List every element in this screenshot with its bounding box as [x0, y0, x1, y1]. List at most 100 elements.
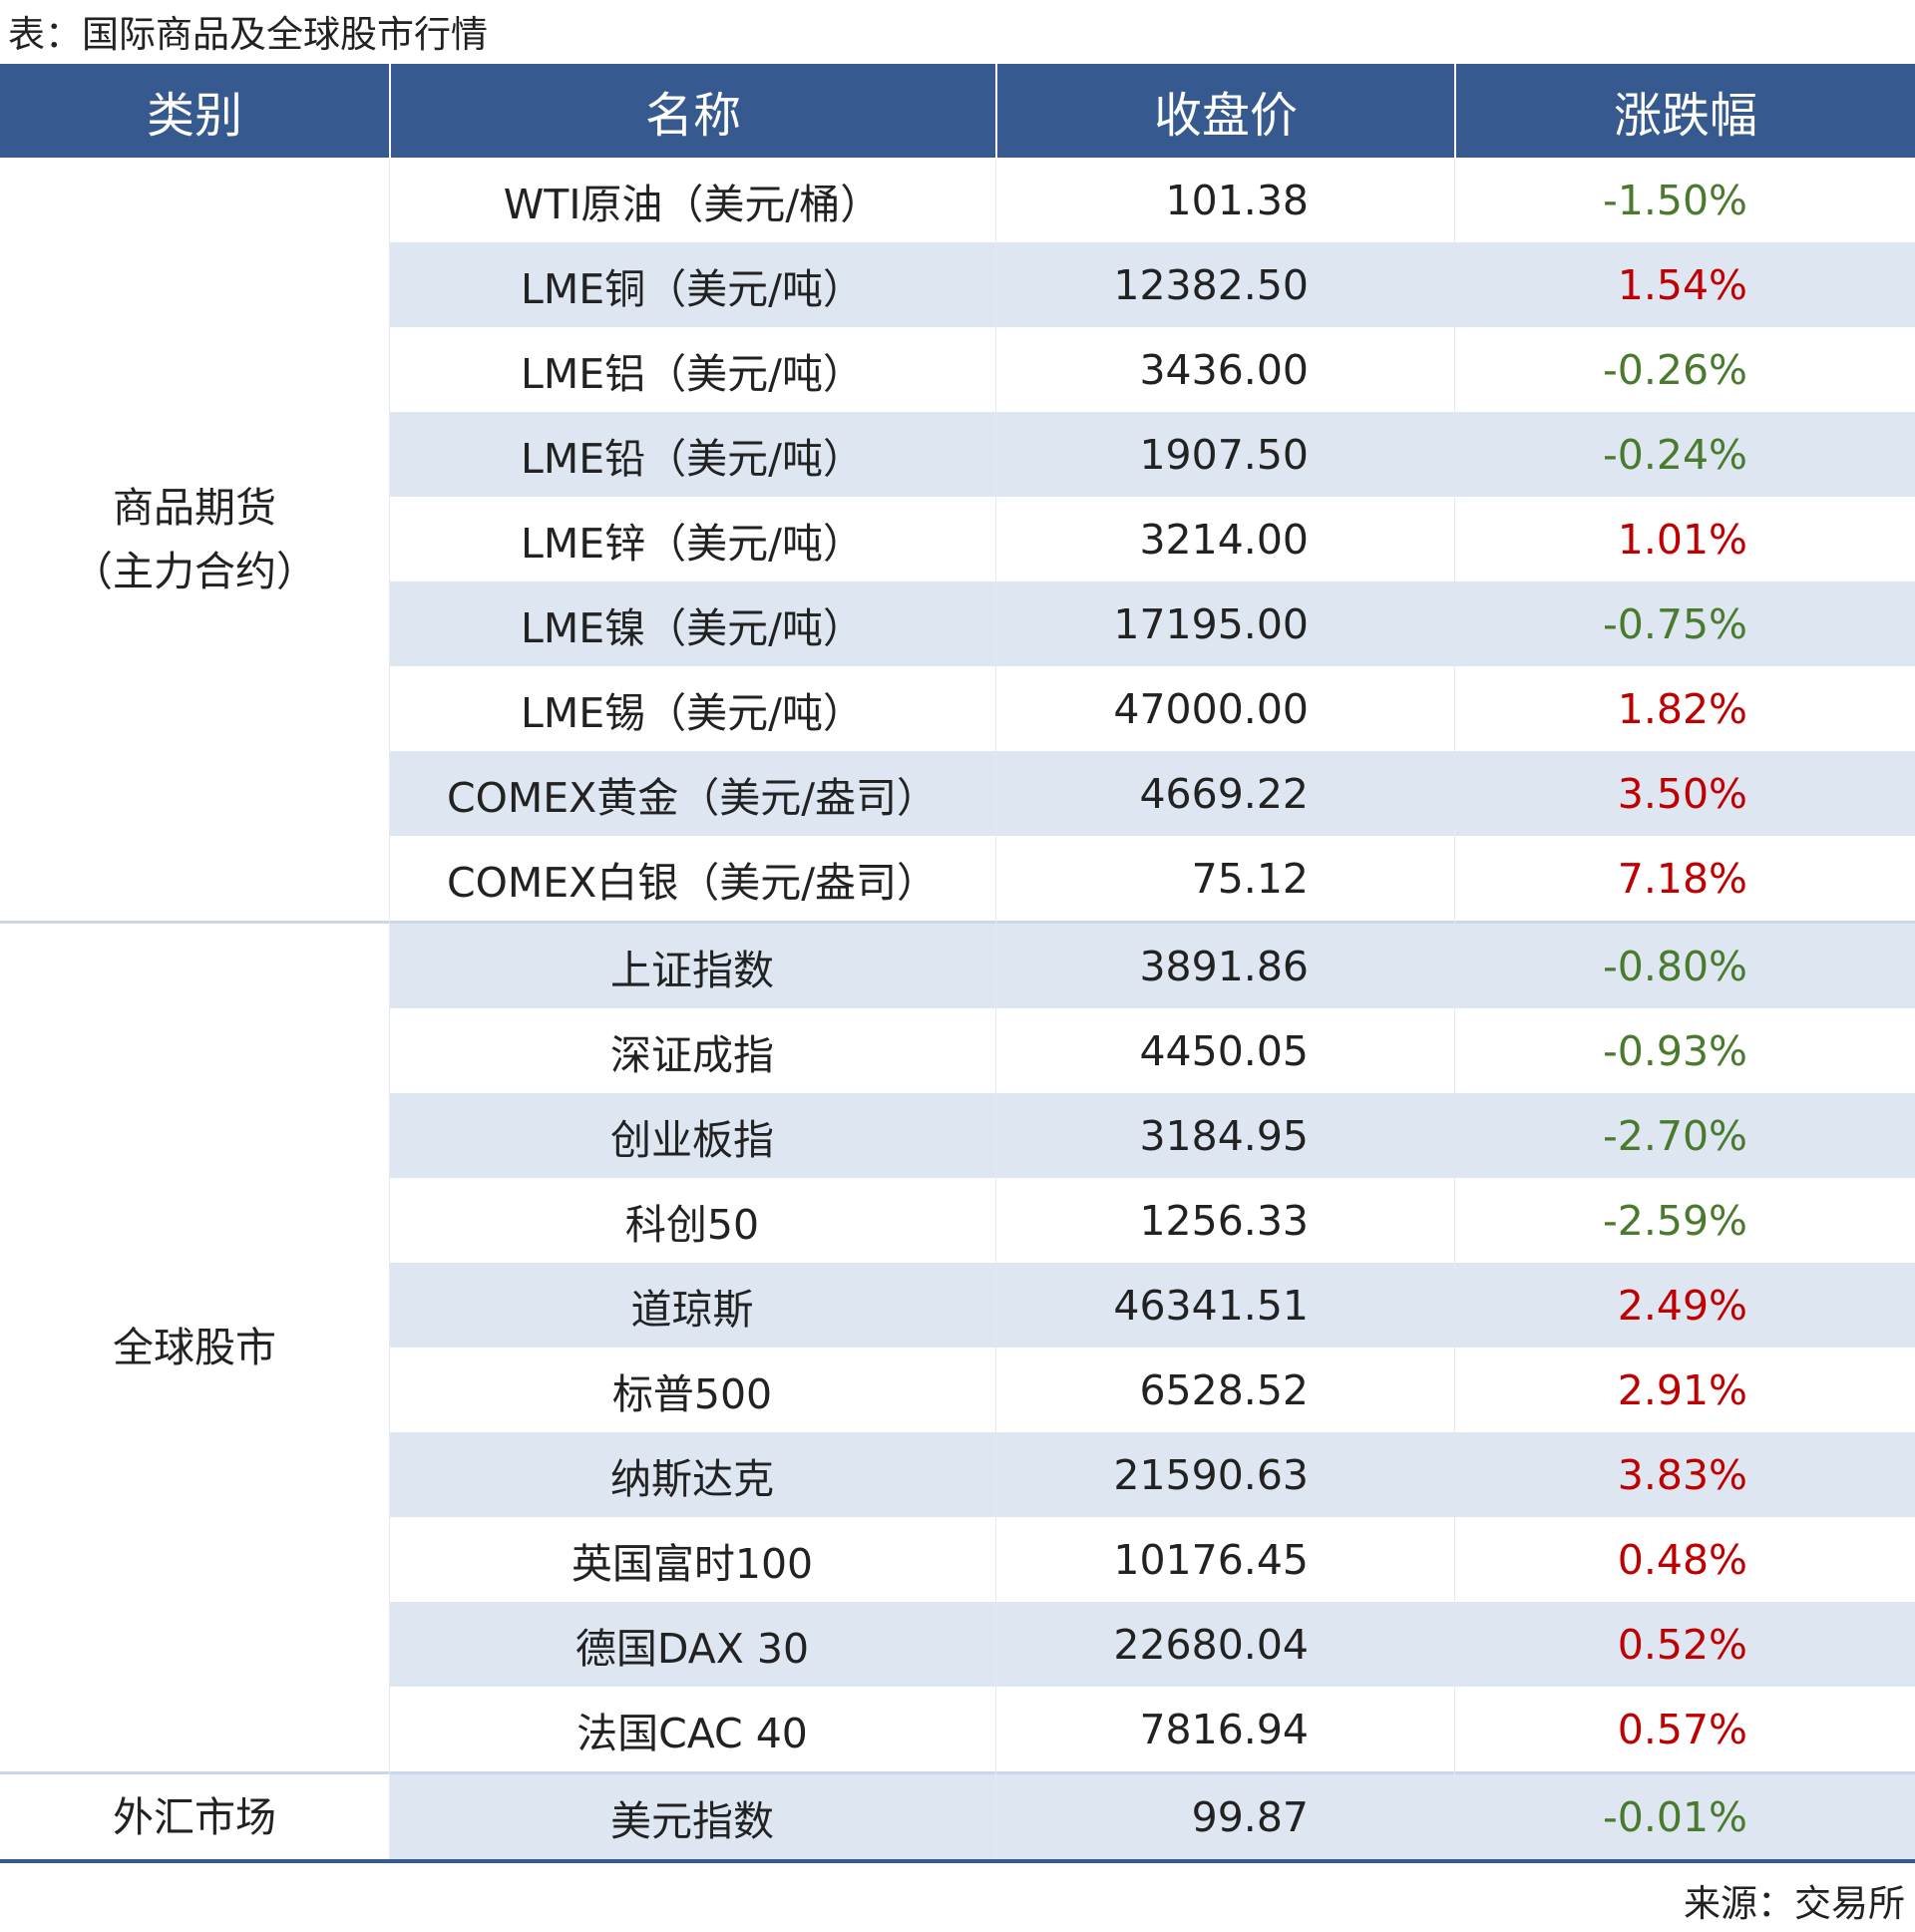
column-line [1454, 158, 1455, 1859]
price-cell: 75.12 [1191, 854, 1309, 903]
row-bg [389, 1178, 1915, 1263]
row-bg [389, 158, 1915, 242]
row-bg [389, 1432, 1915, 1517]
change-cell: 7.18% [1617, 854, 1747, 903]
name-cell: WTI原油（美元/桶） [503, 180, 882, 228]
name-cell: 道琼斯 [630, 1285, 754, 1334]
table-title: 表：国际商品及全球股市行情 [8, 13, 488, 56]
change-cell: -0.24% [1602, 430, 1747, 479]
row-bg [389, 751, 1915, 836]
change-cell: -0.80% [1602, 942, 1747, 990]
name-cell: LME铜（美元/吨） [521, 264, 864, 313]
name-cell: 科创50 [624, 1200, 760, 1249]
row-bg [389, 1687, 1915, 1771]
group-separator [0, 921, 1915, 924]
name-cell: 法国CAC 40 [576, 1709, 808, 1757]
price-cell: 99.87 [1191, 1792, 1309, 1841]
name-cell: 深证成指 [610, 1030, 774, 1079]
price-cell: 1256.33 [1139, 1196, 1309, 1245]
category-cell: 全球股市 [0, 924, 389, 1771]
name-cell: 标普500 [611, 1369, 773, 1418]
column-header: 名称 [389, 64, 995, 158]
name-cell: LME铝（美元/吨） [521, 349, 864, 398]
change-cell: 2.49% [1617, 1281, 1747, 1330]
name-cell: LME镍（美元/吨） [521, 603, 864, 652]
name-cell: LME锌（美元/吨） [521, 519, 864, 568]
name-cell: 美元指数 [610, 1796, 774, 1845]
row-bg [389, 1774, 1915, 1859]
category-line: 外汇市场 [113, 1792, 276, 1841]
change-cell: 2.91% [1617, 1365, 1747, 1414]
source: 来源：交易所 [1684, 1882, 1905, 1925]
row-bg [389, 497, 1915, 581]
name-cell: 创业板指 [610, 1115, 774, 1164]
change-cell: -0.26% [1602, 345, 1747, 394]
change-cell: 0.57% [1617, 1705, 1747, 1753]
name-cell: 英国富时100 [571, 1539, 814, 1588]
price-cell: 47000.00 [1113, 684, 1309, 733]
row-bg [389, 1093, 1915, 1178]
row-bg [389, 581, 1915, 666]
column-header: 涨跌幅 [1454, 64, 1915, 158]
change-cell: -0.75% [1602, 599, 1747, 648]
price-cell: 46341.51 [1113, 1281, 1309, 1330]
change-cell: 0.52% [1617, 1620, 1747, 1669]
category-line: 全球股市 [113, 1324, 276, 1371]
change-cell: 1.01% [1617, 515, 1747, 564]
price-cell: 12382.50 [1113, 260, 1309, 309]
name-cell: 纳斯达克 [610, 1454, 774, 1503]
price-cell: 7816.94 [1139, 1705, 1309, 1753]
name-cell: COMEX白银（美元/盎司） [446, 858, 939, 907]
price-cell: 22680.04 [1113, 1620, 1309, 1669]
category-line: 商品期货 [113, 483, 276, 532]
price-cell: 3214.00 [1139, 515, 1309, 564]
category-cell: 商品期货 （主力合约） [0, 158, 389, 921]
row-bg [389, 836, 1915, 921]
column-header: 类别 [0, 64, 389, 158]
name-cell: LME铅（美元/吨） [521, 434, 864, 483]
change-cell: -0.01% [1602, 1792, 1747, 1841]
price-cell: 6528.52 [1139, 1365, 1309, 1414]
change-cell: 0.48% [1617, 1535, 1747, 1584]
price-cell: 3891.86 [1139, 942, 1309, 990]
change-cell: -0.93% [1602, 1026, 1747, 1075]
row-bg [389, 1517, 1915, 1602]
change-cell: 3.50% [1617, 769, 1747, 818]
column-line [995, 158, 996, 1859]
price-cell: 10176.45 [1113, 1535, 1309, 1584]
change-cell: 1.54% [1617, 260, 1747, 309]
group-separator [0, 1771, 1915, 1774]
row-bg [389, 1348, 1915, 1432]
price-cell: 4450.05 [1139, 1026, 1309, 1075]
name-cell: 上证指数 [610, 946, 774, 994]
change-cell: -2.59% [1602, 1196, 1747, 1245]
change-cell: -1.50% [1602, 176, 1747, 224]
change-cell: 1.82% [1617, 684, 1747, 733]
row-bg [389, 327, 1915, 412]
row-bg [389, 412, 1915, 497]
column-line [389, 158, 390, 1859]
bottom-rule [0, 1859, 1915, 1863]
price-cell: 3184.95 [1139, 1111, 1309, 1160]
price-cell: 1907.50 [1139, 430, 1309, 479]
row-bg [389, 1263, 1915, 1348]
change-cell: 3.83% [1617, 1450, 1747, 1499]
row-bg [389, 924, 1915, 1008]
price-cell: 101.38 [1165, 176, 1309, 224]
row-bg [389, 242, 1915, 327]
price-cell: 3436.00 [1139, 345, 1309, 394]
price-cell: 4669.22 [1139, 769, 1309, 818]
change-cell: -2.70% [1602, 1111, 1747, 1160]
category-line: （主力合约） [72, 547, 317, 595]
row-bg [389, 666, 1915, 751]
category-cell: 外汇市场 [0, 1774, 389, 1859]
price-cell: 17195.00 [1113, 599, 1309, 648]
name-cell: LME锡（美元/吨） [521, 688, 864, 737]
price-cell: 21590.63 [1113, 1450, 1309, 1499]
column-header: 收盘价 [995, 64, 1454, 158]
name-cell: COMEX黄金（美元/盎司） [446, 773, 939, 822]
name-cell: 德国DAX 30 [574, 1624, 810, 1673]
row-bg [389, 1008, 1915, 1093]
row-bg [389, 1602, 1915, 1687]
